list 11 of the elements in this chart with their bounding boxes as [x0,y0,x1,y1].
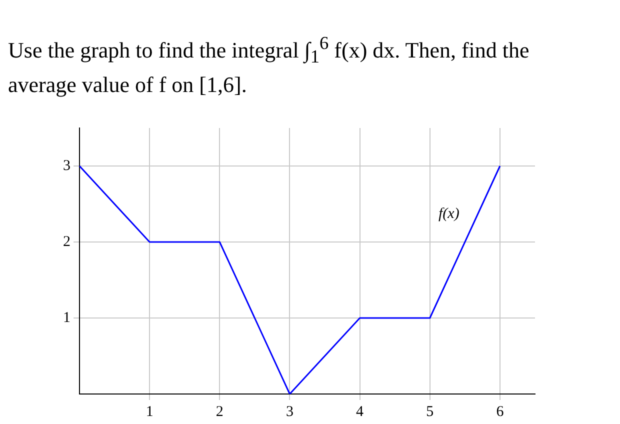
x-tick-label: 2 [216,404,224,420]
x-tick-label: 3 [286,404,294,420]
x-tick-label: 4 [356,404,364,420]
x-tick-label: 1 [146,404,154,420]
series-label: f(x) [438,206,460,222]
x-tick-label: 6 [496,404,504,420]
y-tick-label: 2 [63,234,70,250]
x-tick-label: 5 [426,404,434,420]
y-tick-label: 3 [63,158,70,174]
chart-title: Use the graph to find the integral ∫$_{1}$$^{6}$ f(x) dx. Then, find the average value of f on [1,6]. [8,33,530,97]
y-tick-label: 1 [63,310,70,326]
